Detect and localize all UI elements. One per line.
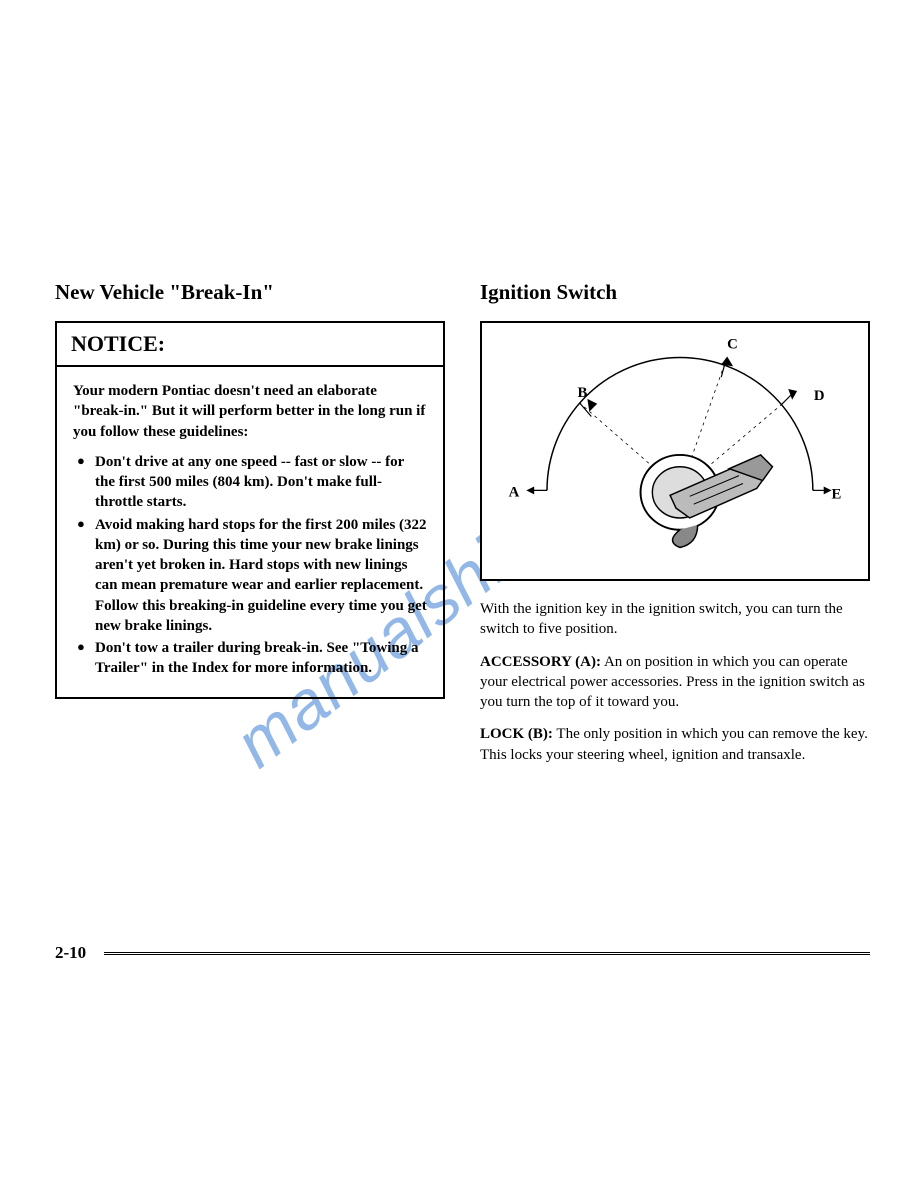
right-heading: Ignition Switch — [480, 280, 870, 305]
definition-a: ACCESSORY (A): An on position in which y… — [480, 652, 870, 713]
definition-a-label: ACCESSORY (A): — [480, 654, 601, 670]
notice-intro: Your modern Pontiac doesn't need an elab… — [73, 381, 427, 442]
list-item: Avoid making hard stops for the first 20… — [73, 515, 427, 637]
definition-b-label: LOCK (B): — [480, 726, 553, 742]
label-b: B — [578, 385, 588, 401]
notice-body: Your modern Pontiac doesn't need an elab… — [57, 367, 443, 697]
page-number: 2-10 — [55, 943, 86, 963]
definition-b: LOCK (B): The only position in which you… — [480, 724, 870, 765]
label-a: A — [509, 484, 520, 500]
left-column: New Vehicle "Break-In" NOTICE: Your mode… — [55, 280, 445, 777]
label-e: E — [832, 486, 842, 502]
label-c: C — [727, 337, 738, 353]
notice-title-row: NOTICE: — [57, 323, 443, 367]
page-content: New Vehicle "Break-In" NOTICE: Your mode… — [55, 280, 870, 777]
ignition-diagram: A B C D E — [480, 321, 870, 581]
arrow-e — [824, 486, 832, 494]
notice-list: Don't drive at any one speed -- fast or … — [73, 452, 427, 679]
list-item: Don't tow a trailer during break-in. See… — [73, 638, 427, 679]
ignition-svg: A B C D E — [482, 323, 868, 579]
right-intro: With the ignition key in the ignition sw… — [480, 599, 870, 640]
arrow-a — [526, 486, 534, 494]
label-d: D — [814, 388, 825, 404]
arrow-b-in — [587, 399, 597, 412]
list-item: Don't drive at any one speed -- fast or … — [73, 452, 427, 513]
right-column: Ignition Switch — [480, 280, 870, 777]
notice-box: NOTICE: Your modern Pontiac doesn't need… — [55, 321, 445, 699]
notice-title: NOTICE: — [71, 331, 429, 357]
left-heading: New Vehicle "Break-In" — [55, 280, 445, 305]
arrow-d — [788, 389, 797, 400]
tick-d — [781, 394, 792, 405]
footer-rule — [104, 952, 870, 955]
page-footer: 2-10 — [55, 943, 870, 963]
